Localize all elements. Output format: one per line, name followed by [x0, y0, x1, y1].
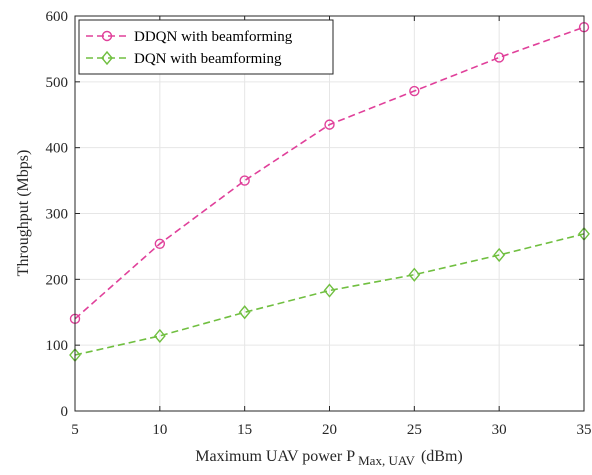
y-tick-labels: 0 100 200 300 400 500 600 [46, 9, 69, 420]
series-0-point [324, 119, 335, 130]
x-tick-label: 35 [577, 422, 592, 438]
y-tick-label: 0 [61, 404, 69, 420]
x-axis-label: Maximum UAV power P Max, UAV (dBm) [195, 448, 462, 468]
series-lines [74, 26, 585, 356]
series-line-0 [74, 26, 585, 320]
x-tick-label: 10 [152, 422, 167, 438]
axis-ticks [74, 15, 585, 412]
x-tick-label: 15 [237, 422, 252, 438]
y-tick-label: 500 [46, 75, 69, 91]
y-axis-label: Throughput (Mbps) [15, 150, 32, 277]
y-tick-label: 100 [46, 338, 69, 354]
x-axis-label-subscript: Max, UAV [358, 453, 415, 468]
x-axis-label-unit: (dBm) [421, 448, 463, 465]
series-0-point [239, 175, 250, 186]
x-tick-label: 5 [71, 422, 79, 438]
series-1-point [323, 283, 336, 298]
legend: DDQN with beamforming DQN with beamformi… [78, 19, 334, 75]
series-1-point [238, 305, 251, 320]
legend-ddqn-marker [101, 30, 113, 42]
legend-dqn-marker [101, 50, 113, 66]
x-tick-label: 25 [407, 422, 422, 438]
legend-entry-ddqn: DDQN with beamforming [86, 29, 293, 45]
legend-box [78, 19, 334, 75]
series-1-point [153, 328, 166, 344]
series-0-point [493, 52, 505, 63]
y-tick-label: 600 [46, 9, 69, 25]
legend-dqn-label: DQN with beamforming [134, 51, 282, 67]
y-tick-label: 200 [46, 272, 69, 288]
legend-entry-dqn: DQN with beamforming [86, 50, 282, 67]
x-tick-label: 30 [492, 422, 507, 438]
y-tick-label: 300 [46, 207, 69, 223]
x-tick-label: 20 [322, 422, 337, 438]
legend-ddqn-label: DDQN with beamforming [134, 29, 293, 45]
y-tick-label: 400 [46, 141, 69, 157]
series-0-point [409, 85, 420, 97]
x-axis-label-main: Maximum UAV power P [195, 448, 355, 465]
series-0-point [154, 238, 166, 249]
series-1-point [493, 247, 506, 263]
x-tick-labels: 5 10 15 20 25 30 35 [71, 422, 591, 438]
series-1-point [408, 267, 421, 282]
